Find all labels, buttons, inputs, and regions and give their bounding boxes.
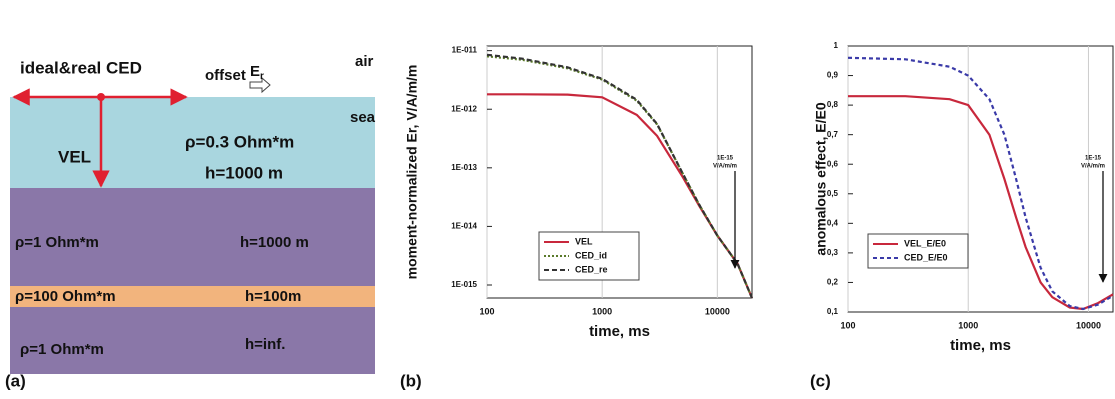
sea-label: sea bbox=[350, 109, 376, 126]
y-tick-label: 0,5 bbox=[827, 189, 839, 198]
y-tick-label: 0,2 bbox=[827, 278, 839, 287]
plot-area bbox=[847, 45, 1114, 313]
layer-3 bbox=[10, 307, 375, 374]
annotation: 1E-15 bbox=[717, 156, 734, 162]
offset-label: offset bbox=[205, 67, 246, 84]
legend-label: CED_re bbox=[575, 264, 608, 274]
layer-rho: ρ=1 Ohm*m bbox=[15, 234, 99, 251]
y-tick-label: 0,4 bbox=[827, 218, 839, 227]
y-tick-label: 0,3 bbox=[827, 248, 839, 257]
x-tick-label: 100 bbox=[840, 320, 855, 330]
y-tick-label: 1E-012 bbox=[451, 104, 477, 113]
layer-h: h=100m bbox=[245, 288, 301, 305]
panel-a: ideal&real CED offset Er air sea VEL ρ=0… bbox=[5, 53, 376, 391]
y-tick-label: 1 bbox=[834, 41, 839, 50]
annotation: V/A/m/m bbox=[1081, 164, 1105, 170]
y-tick-label: 0,6 bbox=[827, 159, 839, 168]
panel-label: (b) bbox=[400, 371, 422, 390]
y-tick-label: 1E-011 bbox=[452, 46, 478, 55]
legend-label: VEL_E/E0 bbox=[904, 238, 946, 248]
x-tick-label: 1000 bbox=[592, 306, 612, 316]
legend-label: VEL bbox=[575, 236, 593, 246]
chart: 100 1000 10000 1E-011 1E-012 1E-013 1E-014 1E-0… bbox=[400, 45, 754, 390]
source-dot bbox=[97, 93, 105, 101]
legend-label: CED_E/E0 bbox=[904, 252, 948, 262]
x-tick-label: 10000 bbox=[1076, 320, 1101, 330]
y-tick-label: 1E-015 bbox=[451, 280, 477, 289]
layer-2 bbox=[10, 286, 375, 307]
layer-rho: ρ=0.3 Ohm*m bbox=[185, 132, 294, 151]
y-tick-label: 0,7 bbox=[827, 130, 839, 139]
field-label: Er bbox=[250, 63, 264, 82]
x-axis-label: time, ms bbox=[950, 337, 1011, 354]
y-tick-label: 1E-013 bbox=[451, 163, 477, 172]
series-line bbox=[847, 56, 1114, 311]
layer-rho: ρ=100 Ohm*m bbox=[15, 288, 116, 305]
y-tick-label: 1E-014 bbox=[451, 222, 477, 231]
x-tick-label: 10000 bbox=[705, 306, 730, 316]
y-tick-label: 0,1 bbox=[827, 307, 839, 316]
y-axis-label: moment-normalized Er, V/A/m/m bbox=[404, 65, 420, 280]
field-e: E bbox=[250, 63, 260, 80]
field-sub: r bbox=[260, 71, 264, 82]
layer-h: h=inf. bbox=[245, 336, 285, 353]
layer-1 bbox=[10, 188, 375, 286]
x-axis-label: time, ms bbox=[589, 323, 650, 340]
field-arrow bbox=[249, 76, 271, 94]
series-line bbox=[486, 53, 754, 299]
source-label: ideal&real CED bbox=[20, 58, 142, 77]
sea-layer bbox=[10, 97, 375, 188]
layer-h: h=1000 m bbox=[205, 163, 283, 182]
y-axis-label: anomalous effect, E/E0 bbox=[813, 102, 829, 255]
panel-label: (a) bbox=[5, 371, 26, 390]
air-label: air bbox=[355, 53, 374, 70]
x-tick-label: 100 bbox=[479, 306, 494, 316]
x-tick-label: 1000 bbox=[958, 320, 978, 330]
vel-label: VEL bbox=[58, 147, 91, 166]
legend-box bbox=[538, 231, 640, 281]
y-tick-label: 0,9 bbox=[827, 71, 839, 80]
layer-h: h=1000 m bbox=[240, 234, 309, 251]
layer-rho: ρ=1 Ohm*m bbox=[20, 341, 104, 358]
chart: 100 1000 10000 1 0,9 0,8 0,7 0,6 0,5 0,4 0,3 0,2 0,1… bbox=[810, 41, 1114, 390]
annotation: V/A/m/m bbox=[713, 164, 737, 170]
legend-box bbox=[867, 233, 969, 269]
annotation: 1E-15 bbox=[1085, 156, 1102, 162]
legend-label: CED_id bbox=[575, 250, 607, 260]
y-tick-label: 0,8 bbox=[827, 100, 839, 109]
series-line bbox=[848, 95, 1114, 311]
panel-label: (c) bbox=[810, 371, 831, 390]
